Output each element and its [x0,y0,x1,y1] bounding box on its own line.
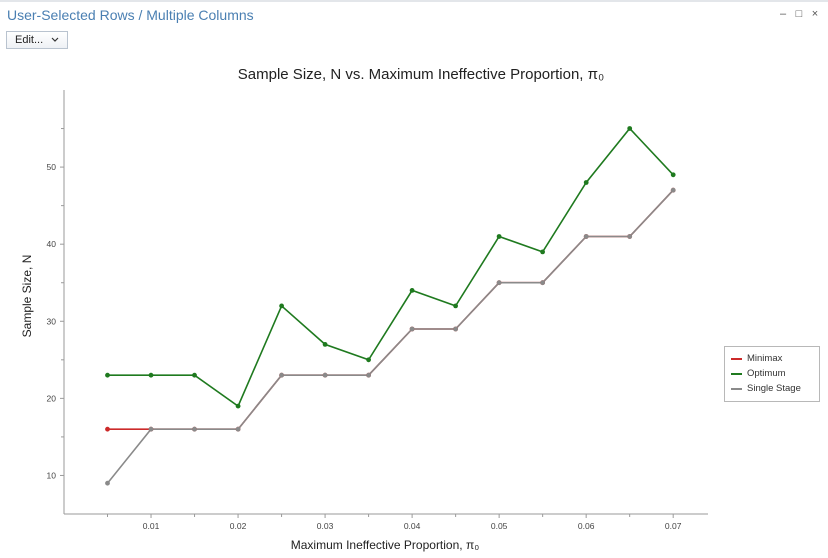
chart-points [105,126,676,486]
legend-swatch-minimax [731,357,742,360]
y-tick-label: 40 [47,239,57,249]
data-point-single-stage [105,480,110,486]
data-point-optimum [540,249,545,255]
window-controls: – □ × [778,8,820,20]
data-point-single-stage [148,426,154,432]
data-point-single-stage [366,372,371,378]
window-title: User-Selected Rows / Multiple Columns [7,7,254,23]
data-point-optimum [148,372,154,378]
legend-label-optimum: Optimum [747,368,786,379]
series-line-optimum [107,127,674,408]
legend-label-single-stage: Single Stage [747,383,801,394]
y-tick-label: 30 [47,316,57,326]
x-tick-label: 0.01 [143,521,160,531]
legend-label-minimax: Minimax [747,353,783,364]
chart-axes [63,90,708,515]
y-tick-label: 50 [47,162,57,172]
chart-area: Sample Size, N vs. Maximum Ineffective P… [0,52,828,558]
data-point-optimum [670,172,676,178]
series-line-minimax [107,189,674,430]
x-tick-label: 0.02 [230,521,247,531]
maximize-button[interactable]: □ [795,8,803,20]
chevron-down-icon [51,36,59,45]
data-point-single-stage [409,326,415,332]
chart-title: Sample Size, N vs. Maximum Ineffective P… [238,66,604,83]
window-top-border [0,0,828,2]
data-point-optimum [409,288,415,293]
toolbar: Edit... [0,28,828,52]
y-axis-label: Sample Size, N [20,255,34,338]
data-point-single-stage [235,426,241,432]
x-tick-label: 0.03 [317,521,334,531]
x-tick-label: 0.04 [404,521,421,531]
data-point-single-stage [583,234,589,239]
data-point-optimum [583,180,589,185]
data-point-single-stage [322,372,328,378]
legend-item-minimax: Minimax [731,351,813,366]
data-point-single-stage [540,280,545,286]
legend-item-optimum: Optimum [731,366,813,381]
line-chart: Sample Size, N vs. Maximum Ineffective P… [20,66,708,552]
legend-item-single-stage: Single Stage [731,381,813,396]
data-point-single-stage [279,372,284,378]
data-point-optimum [192,372,197,378]
chart-ticks: 0.01 0.02 0.03 0.04 0.05 0.06 0.07 10 20 30 40 50 [47,128,682,531]
data-point-single-stage [670,187,676,193]
title-bar: User-Selected Rows / Multiple Columns – … [0,2,828,28]
data-point-single-stage [496,280,502,286]
edit-button-label: Edit... [15,34,44,46]
y-tick-label: 10 [47,470,57,480]
data-point-optimum [105,372,110,378]
legend-swatch-single-stage [731,387,742,390]
chart-series [106,127,674,484]
data-point-single-stage [453,326,458,332]
data-point-minimax [105,426,110,432]
data-point-optimum [366,357,371,363]
chart-legend: Minimax Optimum Single Stage [724,346,820,402]
x-tick-label: 0.06 [578,521,595,531]
edit-dropdown-button[interactable]: Edit... [6,31,68,49]
data-point-optimum [322,342,328,347]
data-point-optimum [235,403,241,409]
legend-swatch-optimum [731,372,742,375]
data-point-single-stage [627,234,633,239]
data-point-optimum [279,303,284,309]
series-line-single-stage [106,189,674,484]
x-tick-label: 0.05 [491,521,508,531]
close-button[interactable]: × [811,8,819,20]
y-tick-label: 20 [47,393,57,403]
data-point-optimum [496,234,502,239]
data-point-optimum [627,126,633,131]
data-point-single-stage [192,426,197,432]
x-axis-label: Maximum Ineffective Proportion, π₀ [291,538,479,552]
data-point-optimum [453,303,458,309]
minimize-button[interactable]: – [779,8,787,20]
x-tick-label: 0.07 [665,521,682,531]
